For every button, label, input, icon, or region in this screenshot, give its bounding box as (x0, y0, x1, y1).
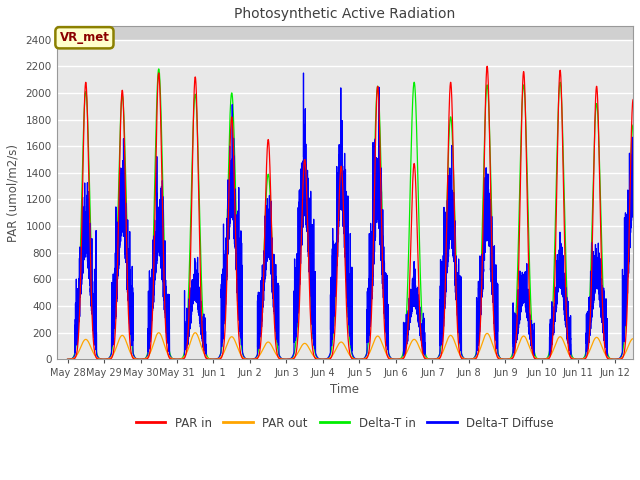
Legend: PAR in, PAR out, Delta-T in, Delta-T Diffuse: PAR in, PAR out, Delta-T in, Delta-T Dif… (131, 412, 559, 434)
X-axis label: Time: Time (330, 383, 359, 396)
Text: VR_met: VR_met (60, 31, 109, 44)
Title: Photosynthetic Active Radiation: Photosynthetic Active Radiation (234, 7, 456, 21)
Y-axis label: PAR (umol/m2/s): PAR (umol/m2/s) (7, 144, 20, 242)
Bar (56, 26, 633, 40)
